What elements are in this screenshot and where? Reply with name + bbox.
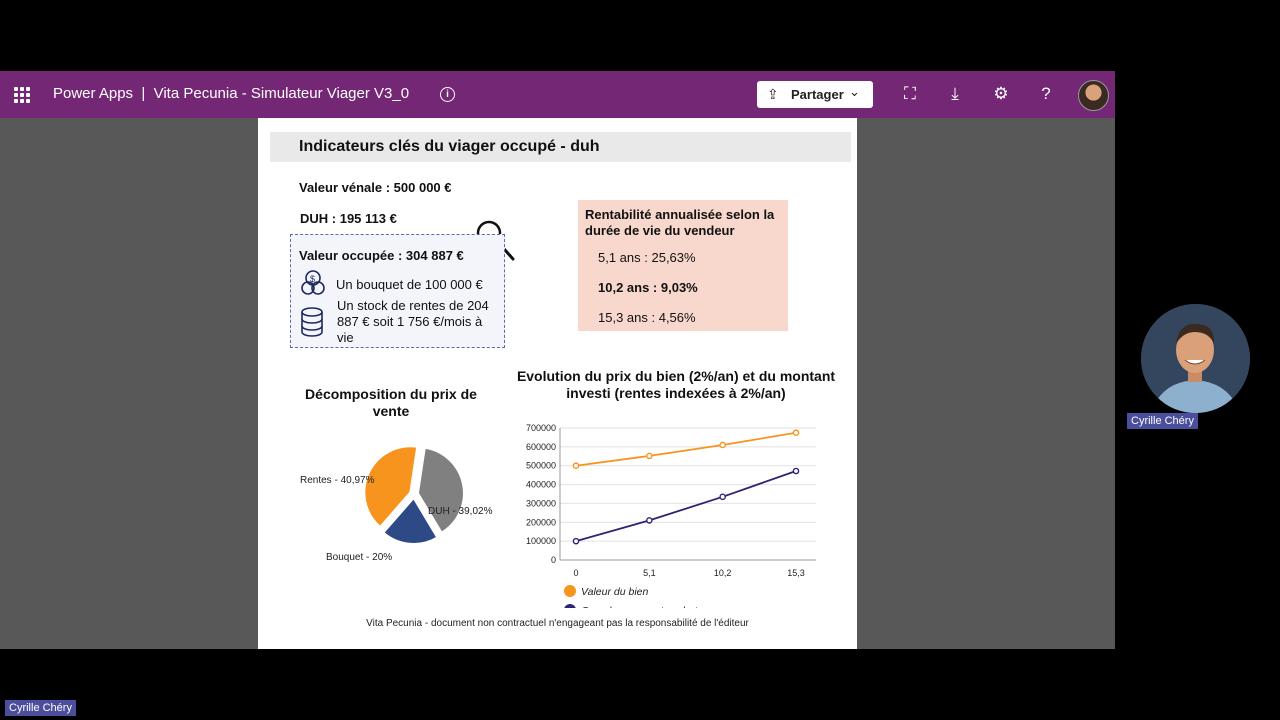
series-line	[575, 470, 797, 543]
data-point	[572, 462, 580, 470]
rentabilite-row-3: 15,3 ans : 4,56%	[598, 310, 696, 325]
avatar[interactable]	[1078, 80, 1109, 111]
data-point	[572, 537, 580, 545]
pie-slice-label: Bouquet - 20%	[326, 552, 392, 563]
x-tick-label: 15,3	[787, 568, 805, 578]
stock-line-3: vie	[337, 330, 354, 345]
line-chart-title: Evolution du prix du bien (2%/an) et du …	[516, 368, 836, 401]
download-icon[interactable]: ⤓	[951, 84, 959, 103]
fit-screen-icon[interactable]: ⛶	[904, 84, 916, 103]
chevron-down-icon: ⌄	[849, 84, 860, 99]
y-tick-label: 500000	[526, 461, 556, 471]
legend-marker	[564, 604, 576, 608]
share-button[interactable]: ⇪ Partager ⌄	[757, 81, 873, 108]
valeur-occupee: Valeur occupée : 304 887 €	[299, 248, 464, 263]
y-tick-label: 400000	[526, 480, 556, 490]
bouquet-line: Un bouquet de 100 000 €	[336, 277, 483, 292]
participant-photo	[1141, 304, 1250, 413]
data-point	[792, 467, 800, 475]
stock-line-1: Un stock de rentes de 204	[337, 298, 489, 313]
valeur-venale: Valeur vénale : 500 000 €	[299, 180, 452, 195]
data-point	[646, 517, 653, 524]
app-launcher-icon[interactable]	[14, 87, 30, 103]
svg-text:$: $	[310, 274, 315, 284]
rentabilite-title-2: durée de vie du vendeur	[585, 223, 735, 238]
x-tick-label: 10,2	[714, 568, 732, 578]
pie-slice	[363, 445, 419, 529]
duh-value: DUH : 195 113 €	[300, 211, 397, 226]
legend-label: Valeur du bien	[581, 586, 648, 598]
footer-disclaimer: Vita Pecunia - document non contractuel …	[366, 618, 749, 629]
power-apps-window: Power Apps | Vita Pecunia - Simulateur V…	[0, 71, 1115, 649]
coins-icon: $	[301, 270, 325, 295]
pie-slice	[416, 446, 465, 535]
gear-icon[interactable]: ⚙	[993, 84, 1009, 103]
rentabilite-row-1: 5,1 ans : 25,63%	[598, 250, 696, 265]
page-title: Indicateurs clés du viager occupé - duh	[270, 132, 851, 162]
pie-chart: Rentes - 40,97% DUH - 39,02% Bouquet - 20%	[300, 445, 493, 563]
rentabilite-title-1: Rentabilité annualisée selon la	[585, 207, 775, 222]
data-point	[646, 452, 653, 460]
y-tick-label: 0	[551, 555, 556, 565]
valeur-occupee-box	[290, 234, 505, 348]
rentabilite-row-2: 10,2 ans : 9,03%	[598, 280, 698, 295]
participant-name-tag: Cyrille Chéry	[1127, 413, 1198, 429]
x-tick-label: 5,1	[643, 568, 656, 578]
y-tick-label: 300000	[526, 498, 556, 508]
legend-marker	[564, 585, 576, 597]
y-tick-label: 700000	[526, 423, 556, 433]
y-tick-label: 200000	[526, 517, 556, 527]
help-icon[interactable]: ?	[1041, 84, 1051, 103]
page-title-text: Indicateurs clés du viager occupé - duh	[299, 138, 600, 155]
pie-slice-label: Rentes - 40,97%	[300, 475, 375, 486]
stock-line-2: 887 € soit 1 756 €/mois à	[337, 314, 483, 329]
pie-chart-title: Décomposition du prix de vente	[305, 386, 477, 419]
legend-label: Cumul versements acheteur	[581, 605, 713, 608]
series-line	[575, 431, 797, 467]
share-icon: ⇪	[767, 86, 779, 102]
database-icon	[301, 307, 323, 337]
pie-slice	[382, 496, 439, 545]
line-chart: 0 100000 200000 300000 400000 500000 600000 700…	[526, 423, 816, 608]
pie-slice-label: DUH - 39,02%	[428, 506, 493, 517]
y-tick-label: 100000	[526, 536, 556, 546]
x-tick-label: 0	[573, 568, 578, 578]
share-label: Partager	[791, 87, 844, 102]
info-icon[interactable]: i	[440, 87, 455, 102]
document-page: Indicateurs clés du viager occupé - duh …	[258, 118, 857, 649]
data-point	[792, 429, 800, 437]
self-name-tag: Cyrille Chéry	[5, 700, 76, 716]
participant-video	[1141, 304, 1250, 413]
app-title: Power Apps | Vita Pecunia - Simulateur V…	[53, 85, 410, 102]
y-tick-label: 600000	[526, 442, 556, 452]
rentabilite-box	[578, 200, 788, 331]
top-bar: Power Apps | Vita Pecunia - Simulateur V…	[0, 71, 1115, 118]
data-point	[719, 441, 726, 449]
data-point	[719, 493, 726, 501]
